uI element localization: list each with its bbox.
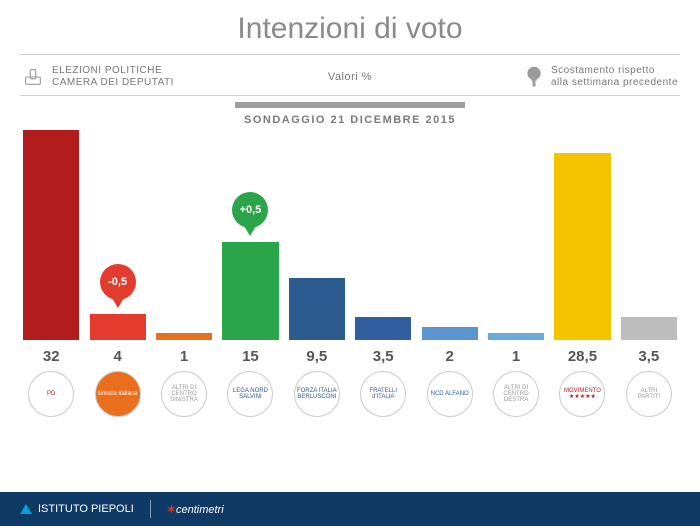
party-logo: sinistra italiana [95, 371, 141, 417]
bar-slot [20, 130, 82, 340]
bar-slot [352, 317, 414, 340]
footer: ISTITUTO PIEPOLI ✶centimetri [0, 492, 700, 526]
footer-brand1-text: ISTITUTO PIEPOLI [38, 503, 134, 515]
bar-slot [153, 333, 215, 340]
values-row: 3241159,53,52128,53,5 [20, 348, 680, 365]
page-title: Intenzioni di voto [0, 0, 700, 54]
bar-slot [551, 153, 613, 340]
delta-pin: -0,5 [100, 264, 136, 300]
triangle-icon [20, 504, 32, 514]
header-right-line1: Scostamento rispetto [551, 65, 678, 77]
logo-cell: ALTRI PARTITI [618, 371, 680, 417]
header-left-line1: ELEZIONI POLITICHE [52, 65, 174, 77]
value-cell: 1 [153, 348, 215, 365]
delta-pin: +0,5 [232, 192, 268, 228]
bars-row: -0,5 +0,5 [20, 130, 680, 340]
party-logo: NCD ALFANO [427, 371, 473, 417]
bar [289, 278, 345, 340]
logo-cell: PD [20, 371, 82, 417]
party-logo: PD [28, 371, 74, 417]
bar [156, 333, 212, 340]
date-bar-inner [235, 102, 465, 108]
bar-slot [485, 333, 547, 340]
divider-top [20, 54, 680, 55]
party-logo: LEGA NORD SALVINI [227, 371, 273, 417]
party-logo: ALTRI DI CENTRO DESTRA [493, 371, 539, 417]
header-right-line2: alla settimana precedente [551, 77, 678, 89]
bar [422, 327, 478, 340]
footer-brand-centimetri: ✶centimetri [167, 503, 224, 516]
bar-slot [618, 317, 680, 340]
bar-slot: +0,5 [219, 242, 281, 340]
value-cell: 3,5 [618, 348, 680, 365]
header-mid: Valori % [241, 71, 460, 83]
bar [554, 153, 610, 340]
value-cell: 9,5 [286, 348, 348, 365]
bar [355, 317, 411, 340]
divider-mid [20, 95, 680, 96]
ballot-icon [22, 66, 44, 88]
bar [90, 314, 146, 340]
value-cell: 15 [219, 348, 281, 365]
date-label: SONDAGGIO 21 DICEMBRE 2015 [0, 114, 700, 126]
party-logo: ALTRI DI CENTRO SINISTRA [161, 371, 207, 417]
logo-cell: sinistra italiana [86, 371, 148, 417]
value-cell: 32 [20, 348, 82, 365]
chart-area: -0,5+0,5 3241159,53,52128,53,5 PDsinistr… [0, 130, 700, 420]
bar [23, 130, 79, 340]
value-cell: 3,5 [352, 348, 414, 365]
footer-brand2-prefix: ✶ [167, 504, 176, 516]
header-row: ELEZIONI POLITICHE CAMERA DEI DEPUTATI V… [0, 61, 700, 95]
bar-slot: -0,5 [86, 314, 148, 340]
bar [488, 333, 544, 340]
party-logo: MOVIMENTO ★★★★★ [559, 371, 605, 417]
logo-cell: NCD ALFANO [418, 371, 480, 417]
header-right: Scostamento rispetto alla settimana prec… [459, 65, 678, 89]
pin-icon [525, 66, 543, 88]
party-logo: FRATELLI d'ITALIA [360, 371, 406, 417]
bar-slot [286, 278, 348, 340]
date-bar [0, 102, 700, 108]
logo-cell: ALTRI DI CENTRO DESTRA [485, 371, 547, 417]
footer-brand2-text: centimetri [176, 504, 224, 516]
logo-cell: LEGA NORD SALVINI [219, 371, 281, 417]
value-cell: 4 [86, 348, 148, 365]
value-cell: 1 [485, 348, 547, 365]
logos-row: PD sinistra italiana ALTRI DI CENTRO SINIS… [20, 371, 680, 417]
footer-separator [150, 500, 151, 518]
logo-cell: MOVIMENTO ★★★★★ [551, 371, 613, 417]
logo-cell: ALTRI DI CENTRO SINISTRA [153, 371, 215, 417]
bar-slot [418, 327, 480, 340]
value-cell: 2 [418, 348, 480, 365]
value-cell: 28,5 [551, 348, 613, 365]
header-left: ELEZIONI POLITICHE CAMERA DEI DEPUTATI [22, 65, 241, 89]
header-left-line2: CAMERA DEI DEPUTATI [52, 77, 174, 89]
footer-brand-piepoli: ISTITUTO PIEPOLI [20, 503, 134, 515]
bar [621, 317, 677, 340]
party-logo: FORZA ITALIA BERLUSCONI [294, 371, 340, 417]
bar [222, 242, 278, 340]
party-logo: ALTRI PARTITI [626, 371, 672, 417]
logo-cell: FORZA ITALIA BERLUSCONI [286, 371, 348, 417]
logo-cell: FRATELLI d'ITALIA [352, 371, 414, 417]
